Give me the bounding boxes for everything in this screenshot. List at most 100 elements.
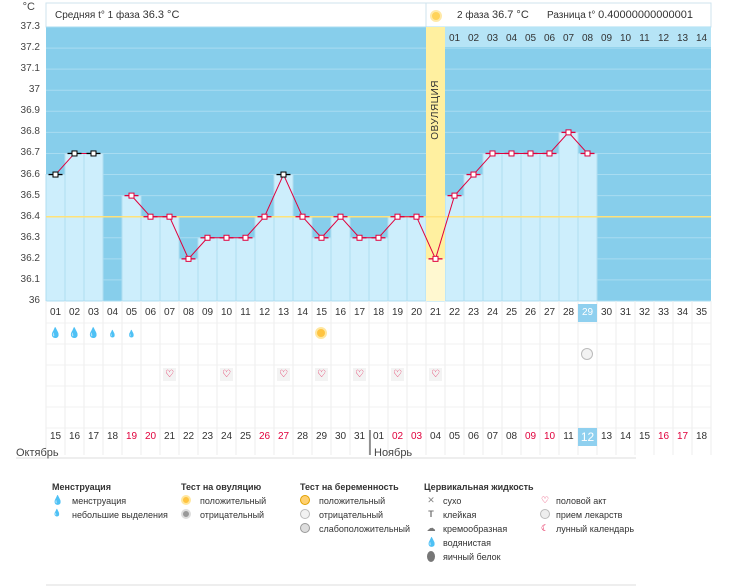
temp-bar <box>159 216 180 302</box>
cycle-day-number[interactable]: 12 <box>258 307 271 318</box>
phase1-value: 36.3 °C <box>142 9 180 21</box>
pill-icon <box>581 348 593 360</box>
cycle-day-number[interactable]: 29 <box>578 304 597 322</box>
calendar-date[interactable]: 14 <box>619 431 632 442</box>
spotting-drop-icon: 💧 <box>127 331 136 338</box>
calendar-date[interactable]: 27 <box>277 431 290 442</box>
cycle-day-number[interactable]: 14 <box>296 307 309 318</box>
heart-icon: ♡ <box>163 368 176 381</box>
cycle-day-number[interactable]: 27 <box>543 307 556 318</box>
cycle-day-number[interactable]: 16 <box>334 307 347 318</box>
calendar-date[interactable]: 18 <box>106 431 119 442</box>
calendar-date[interactable]: 31 <box>353 431 366 442</box>
calendar-date[interactable]: 17 <box>87 431 100 442</box>
cycle-day-number[interactable]: 32 <box>638 307 651 318</box>
temp-bar <box>463 174 484 302</box>
calendar-date[interactable]: 21 <box>163 431 176 442</box>
calendar-date[interactable]: 15 <box>49 431 62 442</box>
calendar-date[interactable]: 17 <box>676 431 689 442</box>
calendar-date[interactable]: 10 <box>543 431 556 442</box>
cycle-day-number[interactable]: 13 <box>277 307 290 318</box>
calendar-date[interactable]: 07 <box>486 431 499 442</box>
cycle-day-number[interactable]: 02 <box>68 307 81 318</box>
calendar-date[interactable]: 29 <box>315 431 328 442</box>
cycle-day-number[interactable]: 21 <box>429 307 442 318</box>
calendar-date[interactable]: 26 <box>258 431 271 442</box>
cycle-day-number[interactable]: 17 <box>353 307 366 318</box>
cycle-day-number[interactable]: 30 <box>600 307 613 318</box>
calendar-date[interactable]: 28 <box>296 431 309 442</box>
temp-bar <box>197 237 218 302</box>
cycle-day-number[interactable]: 33 <box>657 307 670 318</box>
cycle-day-number[interactable]: 06 <box>144 307 157 318</box>
cycle-day-number[interactable]: 20 <box>410 307 423 318</box>
cycle-day-number[interactable]: 08 <box>182 307 195 318</box>
calendar-date[interactable]: 08 <box>505 431 518 442</box>
cycle-day-number[interactable]: 03 <box>87 307 100 318</box>
legend-pregtest-positive: положительный <box>319 496 386 506</box>
calendar-date[interactable]: 04 <box>429 431 442 442</box>
cycle-day-number[interactable]: 31 <box>619 307 632 318</box>
cycle-day-number[interactable]: 09 <box>201 307 214 318</box>
calendar-date[interactable]: 19 <box>125 431 138 442</box>
cycle-day-number[interactable]: 11 <box>240 307 251 318</box>
cycle-day-number[interactable]: 10 <box>220 307 233 318</box>
legend-pregtest-negative: отрицательный <box>319 510 384 520</box>
phase2-day-number: 03 <box>486 33 499 44</box>
calendar-date[interactable]: 09 <box>524 431 537 442</box>
calendar-date[interactable]: 23 <box>201 431 214 442</box>
phase2-header-strip <box>445 27 711 47</box>
temp-point <box>299 213 306 220</box>
temp-line-segment <box>188 237 208 260</box>
cycle-day-number[interactable]: 35 <box>695 307 708 318</box>
cycle-day-number[interactable]: 04 <box>106 307 119 318</box>
cycle-day-number[interactable]: 15 <box>315 307 328 318</box>
y-tick-label: 36.6 <box>20 168 40 180</box>
calendar-date[interactable]: 24 <box>220 431 233 442</box>
calendar-date[interactable]: 03 <box>410 431 423 442</box>
calendar-date[interactable]: 01 <box>372 431 385 442</box>
cycle-day-number[interactable]: 18 <box>372 307 385 318</box>
temp-point <box>565 129 572 136</box>
spotting-drop-icon: 💧 <box>108 331 117 338</box>
temp-bar <box>64 152 85 302</box>
calendar-date[interactable]: 22 <box>182 431 195 442</box>
calendar-date[interactable]: 12 <box>578 428 597 446</box>
cycle-day-number[interactable]: 05 <box>125 307 138 318</box>
calendar-date[interactable]: 18 <box>695 431 708 442</box>
calendar-date[interactable]: 11 <box>563 431 574 442</box>
cycle-day-number[interactable]: 25 <box>505 307 518 318</box>
y-tick-label: 37.3 <box>20 21 40 32</box>
cycle-day-number[interactable]: 01 <box>49 307 62 318</box>
calendar-date[interactable]: 02 <box>391 431 404 442</box>
phase2-day-number: 01 <box>448 33 461 44</box>
calendar-date[interactable]: 25 <box>239 431 252 442</box>
calendar-date[interactable]: 15 <box>638 431 651 442</box>
cycle-day-number[interactable]: 24 <box>486 307 499 318</box>
cycle-day-number[interactable]: 23 <box>467 307 480 318</box>
legend-ovtest-positive: положительный <box>200 496 267 506</box>
calendar-date[interactable]: 13 <box>600 431 613 442</box>
calendar-date[interactable]: 16 <box>657 431 670 442</box>
cycle-day-number[interactable]: 26 <box>524 307 537 318</box>
legend-intercourse: половой акт <box>556 496 607 506</box>
phase2-day-number: 07 <box>562 33 575 44</box>
calendar-date[interactable]: 05 <box>448 431 461 442</box>
calendar-date[interactable]: 06 <box>467 431 480 442</box>
legend-medication: прием лекарств <box>556 510 623 520</box>
calendar-date[interactable]: 30 <box>334 431 347 442</box>
calendar-date[interactable]: 20 <box>144 431 157 442</box>
y-tick-label: 37.2 <box>20 42 40 54</box>
temp-line-segment <box>473 153 493 175</box>
calendar-date[interactable]: 16 <box>68 431 81 442</box>
temp-point <box>584 150 591 157</box>
heart-icon: ♡ <box>353 368 366 381</box>
temp-bar <box>235 237 256 302</box>
cycle-day-number[interactable]: 34 <box>676 307 689 318</box>
cycle-day-number[interactable]: 28 <box>562 307 575 318</box>
temp-point <box>128 192 135 199</box>
cycle-day-number[interactable]: 07 <box>163 307 176 318</box>
phase2-day-number: 12 <box>657 33 670 44</box>
cycle-day-number[interactable]: 19 <box>391 307 404 318</box>
cycle-day-number[interactable]: 22 <box>448 307 461 318</box>
